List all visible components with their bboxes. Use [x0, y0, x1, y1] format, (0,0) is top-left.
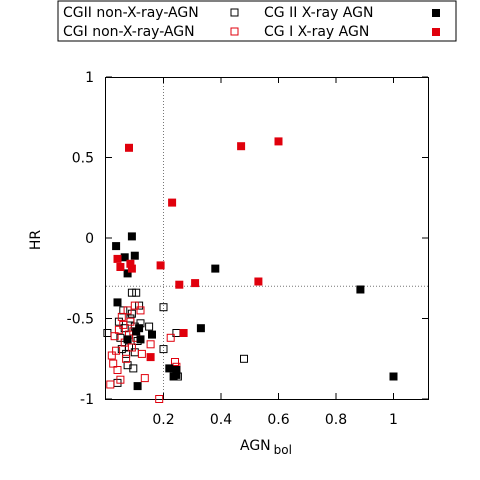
data-point-series-2 — [130, 251, 139, 260]
data-point-series-0 — [145, 322, 154, 331]
data-point-series-1 — [113, 366, 122, 374]
data-point-series-1 — [136, 306, 145, 315]
data-point-series-1 — [130, 301, 139, 310]
legend: CGII non-X-ray-AGN CGI non-X-ray-AGN CG … — [57, 0, 457, 42]
x-tick-label: 0.4 — [210, 412, 232, 428]
data-point-series-0 — [119, 306, 128, 315]
x-tick-labels: 0.2 0.4 0.6 0.8 1 — [152, 412, 398, 428]
data-point-series-1 — [126, 317, 135, 326]
data-point-series-2 — [123, 335, 132, 344]
data-point-series-1 — [171, 358, 179, 366]
y-tick-label: -0.5 — [67, 312, 94, 328]
data-point-series-2 — [123, 269, 132, 278]
data-point-series-3 — [191, 279, 200, 288]
data-point-series-2 — [127, 232, 136, 241]
x-axis-label-subscript: bol — [274, 443, 292, 457]
data-point-series-1 — [116, 375, 125, 384]
data-point-series-1 — [114, 325, 123, 334]
data-point-series-3 — [116, 263, 125, 271]
data-point-series-2 — [211, 264, 220, 273]
data-point-series-0 — [135, 301, 144, 310]
data-point-series-2 — [148, 330, 156, 339]
data-point-series-3 — [156, 261, 165, 270]
data-point-series-2 — [356, 285, 365, 294]
x-tick-label: 1 — [389, 412, 398, 428]
data-point-series-2 — [133, 382, 142, 391]
data-point-series-1 — [146, 340, 155, 349]
legend-marker-cgii-non-xray — [230, 8, 239, 17]
data-point-series-2 — [196, 324, 205, 333]
data-point-series-2 — [136, 335, 145, 344]
data-point-series-0 — [159, 303, 168, 312]
data-point-series-2 — [112, 242, 121, 251]
data-point-series-3 — [179, 329, 188, 337]
data-points — [103, 137, 398, 403]
data-point-series-2 — [389, 372, 398, 381]
legend-label-cgi-non-xray: CGI non-X-ray-AGN — [63, 24, 195, 40]
data-point-series-1 — [122, 354, 131, 363]
data-point-series-3 — [113, 254, 122, 263]
data-point-series-3 — [175, 280, 184, 289]
x-axis-label-main: AGN — [240, 438, 271, 454]
data-point-series-0 — [129, 364, 138, 373]
data-point-series-2 — [120, 253, 129, 262]
data-point-series-1 — [107, 351, 116, 360]
data-point-series-1 — [166, 333, 175, 342]
y-axis-label: HR — [28, 230, 44, 251]
data-point-series-1 — [109, 359, 118, 368]
data-point-series-3 — [274, 137, 283, 146]
data-point-series-0 — [103, 329, 112, 337]
data-point-series-2 — [172, 370, 181, 379]
plot-frame — [105, 77, 429, 400]
data-point-series-1 — [123, 306, 132, 315]
y-tick-labels: -1 -0.5 0 0.5 1 — [67, 70, 94, 408]
data-point-series-0 — [122, 349, 131, 358]
data-point-series-1 — [117, 312, 126, 321]
legend-marker-cgi-xray — [432, 28, 440, 36]
legend-label-cgii-non-xray: CGII non-X-ray-AGN — [63, 5, 199, 21]
data-point-series-1 — [155, 395, 164, 403]
data-point-series-2 — [172, 366, 181, 374]
data-point-series-1 — [106, 380, 115, 389]
legend-marker-cgii-xray — [432, 9, 440, 17]
y-tick-label: 0.5 — [72, 151, 94, 167]
data-point-series-3 — [168, 198, 177, 207]
legend-label-cgi-xray: CG I X-ray AGN — [264, 24, 369, 40]
axis-ticks — [106, 76, 428, 400]
data-point-series-3 — [127, 264, 136, 273]
data-point-series-0 — [159, 345, 168, 354]
y-tick-label: 0 — [85, 231, 94, 247]
data-point-series-2 — [135, 324, 144, 333]
x-axis-label: AGN bol — [240, 438, 292, 457]
data-point-series-3 — [146, 353, 155, 362]
data-point-series-0 — [240, 354, 248, 363]
y-tick-label: -1 — [80, 392, 94, 408]
data-point-series-3 — [126, 259, 135, 268]
data-point-series-2 — [165, 364, 174, 373]
x-tick-label: 0.8 — [325, 412, 347, 428]
data-point-series-0 — [127, 288, 136, 297]
data-point-series-1 — [127, 343, 136, 352]
data-point-series-0 — [132, 288, 141, 297]
y-tick-label: 1 — [85, 70, 94, 86]
data-point-series-1 — [110, 332, 119, 341]
legend-marker-cgi-non-xray — [230, 27, 239, 36]
legend-label-cgii-xray: CG II X-ray AGN — [264, 5, 373, 21]
legend-box — [57, 0, 457, 42]
data-point-series-3 — [254, 277, 263, 286]
data-point-series-2 — [113, 298, 122, 307]
data-point-series-1 — [140, 374, 149, 383]
data-point-series-1 — [112, 346, 121, 355]
data-point-series-1 — [137, 349, 146, 358]
data-point-series-3 — [237, 142, 246, 151]
x-tick-label: 0.2 — [152, 412, 174, 428]
x-tick-label: 0.6 — [267, 412, 289, 428]
data-point-series-3 — [125, 143, 133, 152]
